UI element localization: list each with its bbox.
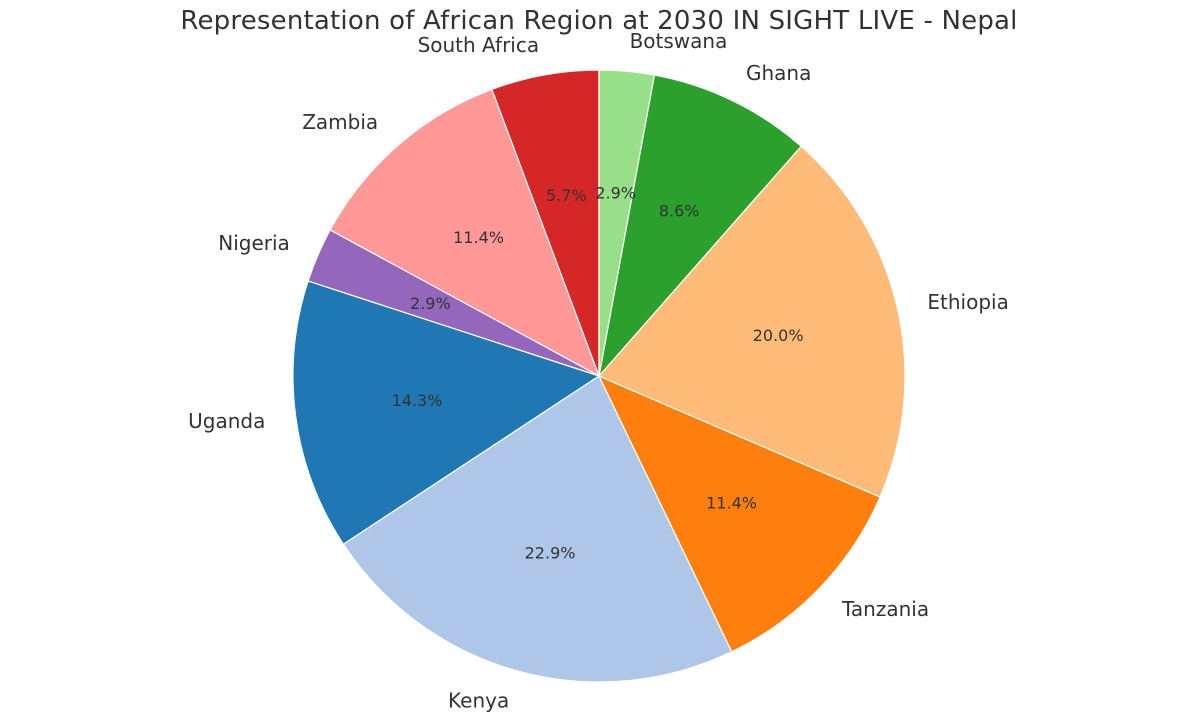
pie-slice-ethiopia: [598, 145, 906, 498]
category-label-botswana: Botswana: [630, 29, 728, 53]
pct-label-zambia: 11.4%: [453, 228, 504, 247]
pie-slice-zambia: [329, 88, 601, 378]
category-label-uganda: Uganda: [188, 409, 265, 433]
pie-slice-uganda: [292, 280, 601, 546]
pct-label-botswana: 2.9%: [595, 184, 636, 203]
pie-slice-botswana: [598, 69, 656, 377]
pct-label-nigeria: 2.9%: [410, 294, 451, 313]
chart-title: Representation of African Region at 2030…: [180, 6, 1018, 36]
pct-label-south-africa: 5.7%: [546, 186, 587, 205]
category-label-nigeria: Nigeria: [218, 231, 290, 255]
pct-label-ghana: 8.6%: [659, 201, 700, 220]
pct-label-kenya: 22.9%: [525, 543, 576, 562]
pie-slice-ghana: [598, 74, 803, 379]
percentage-labels: 5.7% 11.4% 2.9% 14.3% 22.9% 11.4% 20.0% 8.6% 2.9…: [392, 184, 804, 563]
pie-slices: [292, 69, 906, 683]
category-label-ghana: Ghana: [746, 61, 811, 85]
category-label-kenya: Kenya: [448, 688, 509, 712]
pie-slice-tanzania: [597, 374, 881, 653]
category-labels: South Africa Zambia Nigeria Uganda Kenya Tanz…: [188, 29, 1009, 713]
pct-label-tanzania: 11.4%: [706, 494, 757, 513]
category-label-zambia: Zambia: [302, 110, 378, 134]
category-label-south-africa: South Africa: [418, 33, 540, 57]
pie-slice-kenya: [342, 375, 733, 683]
category-label-ethiopia: Ethiopia: [927, 290, 1008, 314]
pct-label-ethiopia: 20.0%: [753, 326, 804, 345]
category-label-tanzania: Tanzania: [841, 597, 929, 621]
pct-label-uganda: 14.3%: [392, 391, 443, 410]
